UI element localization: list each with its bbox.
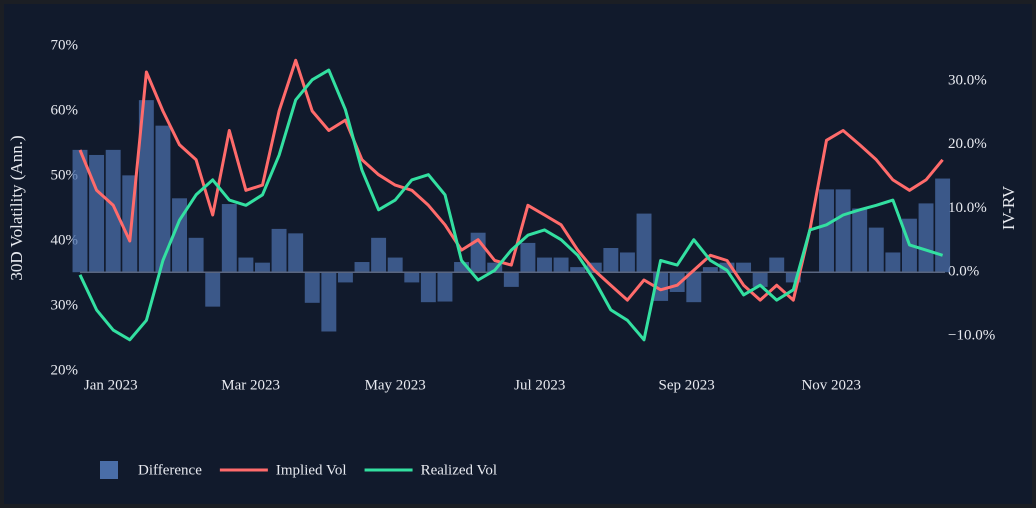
difference-bar [603, 248, 619, 273]
difference-bar [188, 237, 204, 273]
difference-bar [354, 262, 370, 273]
y2-axis-title: IV-RV [999, 185, 1018, 230]
y2-tick-label: 0.0% [948, 264, 979, 280]
difference-bar [105, 149, 121, 273]
difference-bar [238, 257, 254, 273]
difference-bar [304, 272, 320, 303]
x-tick-label: Mar 2023 [221, 377, 280, 393]
difference-bar [553, 257, 569, 273]
difference-bar [155, 125, 171, 273]
difference-bar [454, 262, 470, 273]
x-tick-label: May 2023 [365, 377, 426, 393]
y2-tick-label: −10.0% [948, 327, 995, 343]
volatility-line [78, 68, 944, 342]
difference-bar [736, 262, 752, 273]
difference-bar [487, 262, 503, 273]
y-axis-title: 30D Volatility (Ann.) [7, 135, 26, 280]
y-tick-label: 40% [51, 232, 79, 248]
difference-bar [404, 272, 420, 283]
difference-bar [387, 257, 403, 273]
difference-bar [719, 262, 735, 273]
difference-bar [221, 204, 237, 273]
legend-swatch [100, 461, 118, 479]
difference-bar [785, 272, 801, 283]
y-tick-label: 30% [51, 297, 79, 313]
difference-bar [686, 272, 702, 303]
difference-bar [537, 257, 552, 273]
difference-bar [752, 272, 768, 287]
x-tick-label: Nov 2023 [801, 377, 861, 393]
difference-bar [935, 178, 951, 273]
difference-bar [205, 272, 221, 307]
difference-bar [503, 272, 519, 287]
x-tick-label: Jul 2023 [514, 377, 565, 393]
difference-bar [868, 227, 884, 273]
difference-bar [437, 272, 453, 302]
difference-bar [288, 233, 304, 273]
difference-bar [819, 189, 834, 273]
difference-bar [636, 213, 652, 273]
difference-bar [420, 272, 436, 303]
difference-bar [371, 237, 387, 273]
difference-bar [619, 252, 635, 273]
difference-bar [586, 262, 602, 273]
y2-tick-label: 10.0% [948, 200, 987, 216]
y2-tick-label: 30.0% [948, 72, 987, 88]
y-tick-label: 70% [51, 37, 79, 53]
difference-bar [321, 272, 337, 332]
y2-tick-label: 20.0% [948, 136, 987, 152]
difference-bar [520, 242, 536, 273]
legend-label: Implied Vol [276, 462, 347, 478]
difference-bar [72, 149, 88, 273]
difference-bar [255, 262, 270, 273]
difference-bar [885, 252, 901, 273]
y-tick-label: 60% [51, 102, 79, 118]
difference-bar [570, 267, 586, 273]
difference-bar [271, 228, 287, 273]
volatility-line [78, 58, 944, 302]
legend-label: Difference [138, 462, 202, 478]
difference-bar [337, 272, 353, 283]
difference-bar [138, 100, 154, 273]
y-tick-label: 20% [51, 362, 79, 378]
y-tick-label: 50% [51, 167, 79, 183]
difference-bar [852, 208, 868, 273]
x-tick-label: Sep 2023 [659, 377, 715, 393]
difference-bar [702, 267, 718, 273]
difference-bar [918, 203, 934, 273]
legend-label: Realized Vol [421, 462, 498, 478]
x-tick-label: Jan 2023 [84, 377, 138, 393]
difference-bar [769, 257, 785, 273]
difference-bar [89, 154, 105, 273]
difference-bar [835, 189, 851, 273]
